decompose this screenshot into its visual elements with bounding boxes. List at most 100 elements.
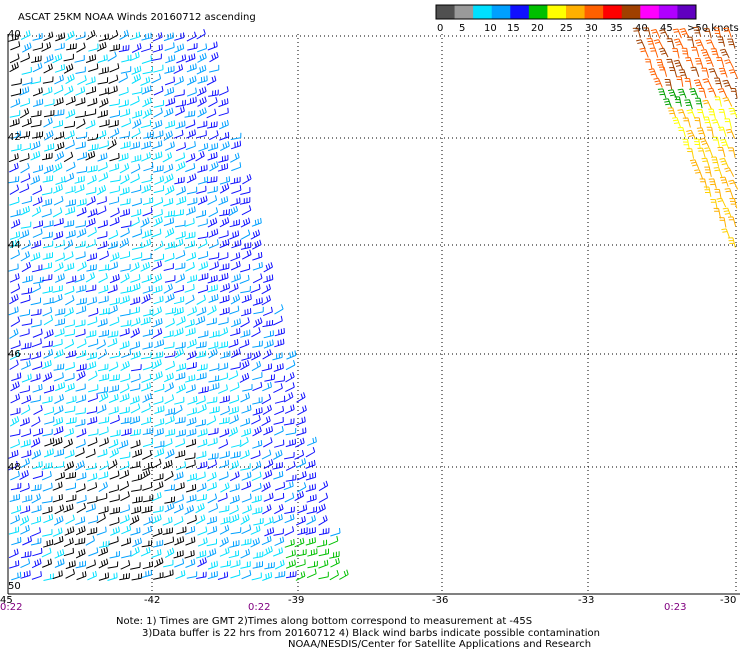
wind-barb [30, 110, 42, 118]
wind-barb [251, 495, 262, 504]
wind-barb [307, 560, 318, 569]
wind-barb [285, 438, 296, 448]
wind-barb [285, 461, 296, 471]
wind-barb [20, 404, 31, 415]
wind-barb [240, 561, 251, 569]
wind-barb [119, 163, 130, 174]
wind-barb [54, 64, 66, 73]
wind-barb [85, 76, 96, 86]
wind-barb [206, 317, 217, 326]
wind-barb [261, 393, 272, 405]
wind-barb [19, 153, 30, 162]
wind-barb [87, 133, 99, 141]
wind-barb [54, 504, 65, 515]
wind-barb [229, 230, 240, 240]
wind-barb [120, 141, 131, 150]
wind-barb [53, 97, 64, 107]
wind-barb [97, 231, 108, 239]
wind-barb [163, 536, 175, 546]
wind-barb [153, 185, 165, 194]
wind-barb [230, 140, 242, 150]
wind-barb [44, 416, 55, 425]
wind-barb [185, 384, 196, 394]
wind-barb [700, 49, 711, 59]
wind-barb [209, 406, 220, 414]
wind-barb [164, 496, 175, 504]
wind-barb [109, 44, 120, 52]
wind-barb [230, 451, 241, 459]
wind-barb [54, 394, 64, 404]
lon-label-30: -30 [720, 595, 736, 606]
wind-barb [108, 459, 118, 470]
wind-barb [74, 54, 85, 63]
wind-barb [118, 87, 129, 96]
wind-barb [64, 339, 75, 350]
wind-barb [11, 505, 22, 514]
wind-barb [174, 43, 185, 53]
wind-barb [52, 338, 63, 348]
wind-barb [21, 494, 33, 503]
wind-barb [109, 494, 120, 503]
wind-barb [297, 527, 308, 536]
wind-barb [86, 352, 97, 361]
wind-barb [164, 185, 175, 196]
wind-barb [19, 183, 30, 194]
wind-barb [20, 342, 32, 350]
wind-barb [305, 447, 316, 458]
wind-barb [667, 89, 678, 100]
wind-barb [30, 120, 42, 128]
wind-barb [261, 535, 272, 546]
wind-barb [131, 43, 142, 53]
wind-barb [261, 295, 271, 306]
wind-barb [253, 317, 263, 328]
wind-barb [689, 159, 700, 170]
wind-barb [197, 238, 208, 249]
wind-barb [20, 30, 31, 40]
wind-barb [261, 449, 272, 460]
wind-barb [174, 482, 185, 491]
wind-barb [152, 32, 163, 42]
wind-barb [152, 351, 164, 359]
wind-barb [273, 492, 285, 502]
wind-barb [32, 361, 43, 371]
wind-barb [264, 527, 275, 537]
wind-barb [649, 47, 659, 58]
wind-barb [198, 142, 209, 152]
wind-barb [658, 47, 669, 58]
wind-barb [252, 340, 263, 348]
wind-barb [43, 117, 53, 128]
wind-barb [21, 449, 32, 459]
wind-barb [19, 417, 30, 427]
wind-barb [667, 107, 677, 118]
legend-swatch [491, 5, 511, 19]
wind-barb [185, 206, 196, 216]
wind-barb [285, 427, 297, 436]
wind-barb [240, 229, 251, 240]
wind-barb [657, 88, 667, 99]
wind-barb [98, 264, 110, 272]
wind-barb [230, 559, 241, 568]
wind-barb [252, 239, 262, 250]
wind-barb [130, 428, 141, 437]
wind-barb [723, 27, 732, 38]
wind-barb [230, 348, 241, 358]
wind-barb [644, 58, 653, 70]
wind-barb [682, 138, 690, 150]
wind-barb [97, 240, 108, 250]
legend-label: 0 [437, 23, 443, 34]
wind-barb [140, 469, 151, 480]
wind-barb [10, 470, 20, 481]
wind-barb [63, 63, 74, 74]
wind-barb [294, 449, 305, 460]
wind-barb [262, 504, 272, 515]
wind-barb [141, 382, 151, 392]
wind-barb [318, 515, 328, 526]
wind-barb [120, 416, 132, 425]
wind-barb [196, 372, 207, 381]
wind-barb [98, 546, 109, 557]
wind-barb [43, 385, 55, 394]
wind-barb [75, 483, 86, 493]
wind-barb [239, 197, 251, 205]
wind-barb [163, 197, 174, 207]
wind-barb [231, 185, 242, 194]
